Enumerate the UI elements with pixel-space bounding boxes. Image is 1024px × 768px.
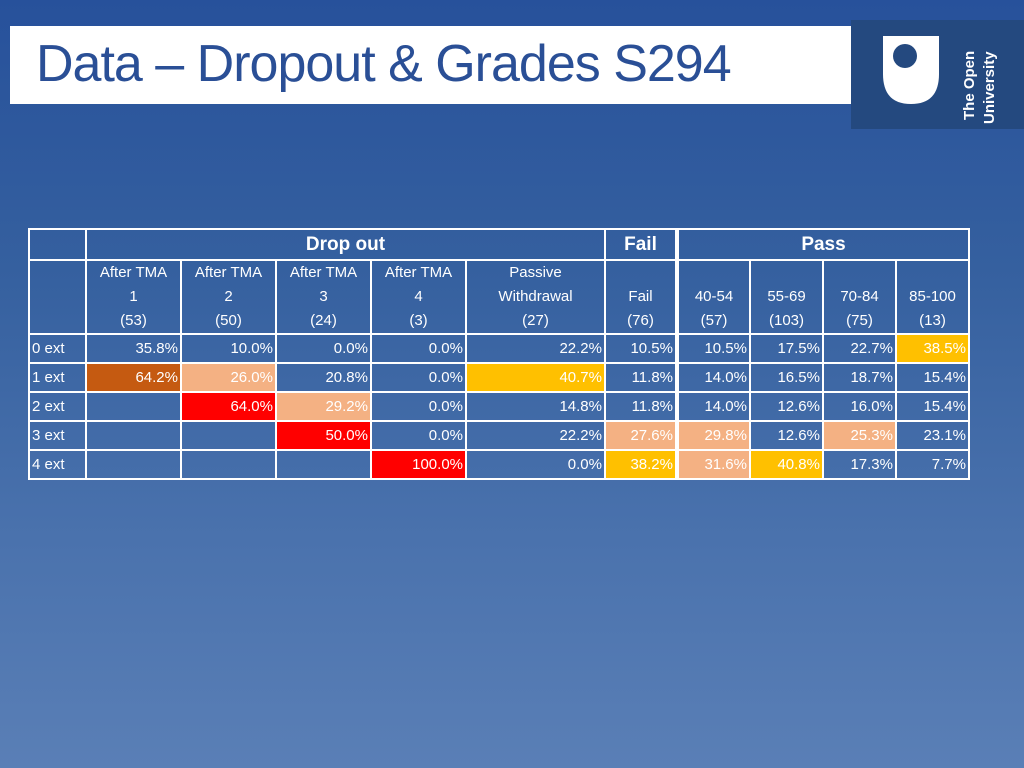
table-cell-highlighted: 29.8% xyxy=(675,420,751,451)
row-label: 1 ext xyxy=(28,362,87,393)
table-cell-highlighted: 100.0% xyxy=(370,449,467,480)
table-cell: 16.5% xyxy=(749,362,824,393)
table-cell xyxy=(180,449,277,480)
col-header-70-84: 70-84 (75) xyxy=(822,259,897,335)
table-row: 4 ext 100.0% 0.0% 38.2% 31.6% 40.8% 17.3… xyxy=(28,449,970,480)
col-header-passive-withdrawal: Passive Withdrawal (27) xyxy=(465,259,606,335)
table-cell: 11.8% xyxy=(604,391,678,422)
row-label-header xyxy=(28,259,87,335)
table-row: 1 ext 64.2% 26.0% 20.8% 0.0% 40.7% 11.8%… xyxy=(28,362,970,393)
university-shield-icon xyxy=(883,36,939,104)
table-cell: 23.1% xyxy=(895,420,970,451)
table-cell: 17.3% xyxy=(822,449,897,480)
table-cell-highlighted: 50.0% xyxy=(275,420,372,451)
title-box: Data – Dropout & Grades S294 xyxy=(10,26,862,104)
table-cell: 12.6% xyxy=(749,391,824,422)
table-cell: 11.8% xyxy=(604,362,678,393)
table-cell-highlighted: 25.3% xyxy=(822,420,897,451)
col-header-40-54: 40-54 (57) xyxy=(675,259,751,335)
column-header-row: After TMA 1 (53) After TMA 2 (50) After TMA 3… xyxy=(28,259,970,335)
table-cell: 12.6% xyxy=(749,420,824,451)
table-cell-highlighted: 31.6% xyxy=(675,449,751,480)
table-cell: 14.0% xyxy=(675,391,751,422)
table-cell-highlighted: 64.2% xyxy=(85,362,182,393)
open-university-logo: The Open University xyxy=(851,20,1024,129)
group-fail-header: Fail xyxy=(604,228,678,261)
table-cell: 14.0% xyxy=(675,362,751,393)
group-dropout-header: Drop out xyxy=(85,228,606,261)
table-cell xyxy=(85,391,182,422)
table-cell-highlighted: 26.0% xyxy=(180,362,277,393)
table-row: 0 ext 35.8% 10.0% 0.0% 0.0% 22.2% 10.5% … xyxy=(28,333,970,364)
table-cell-highlighted: 38.2% xyxy=(604,449,678,480)
logo-wordmark: The Open University xyxy=(955,26,1015,124)
table-row: 3 ext 50.0% 0.0% 22.2% 27.6% 29.8% 12.6%… xyxy=(28,420,970,451)
row-label: 0 ext xyxy=(28,333,87,364)
table-cell-highlighted: 64.0% xyxy=(180,391,277,422)
col-header-after-tma-3: After TMA 3 (24) xyxy=(275,259,372,335)
table-cell: 10.5% xyxy=(604,333,678,364)
row-label: 2 ext xyxy=(28,391,87,422)
table-cell: 0.0% xyxy=(370,391,467,422)
table-cell: 22.2% xyxy=(465,333,606,364)
table-cell: 0.0% xyxy=(275,333,372,364)
table-cell xyxy=(180,420,277,451)
table-cell xyxy=(85,420,182,451)
col-header-after-tma-1: After TMA 1 (53) xyxy=(85,259,182,335)
table-cell: 10.0% xyxy=(180,333,277,364)
table-cell: 0.0% xyxy=(370,362,467,393)
col-header-fail: Fail (76) xyxy=(604,259,678,335)
table-cell: 7.7% xyxy=(895,449,970,480)
table-cell-highlighted: 40.8% xyxy=(749,449,824,480)
corner-cell xyxy=(28,228,87,261)
slide-title: Data – Dropout & Grades S294 xyxy=(36,35,732,93)
table-cell: 0.0% xyxy=(370,333,467,364)
row-label: 3 ext xyxy=(28,420,87,451)
table-cell: 22.7% xyxy=(822,333,897,364)
table-cell-highlighted: 40.7% xyxy=(465,362,606,393)
dropout-grades-table: Drop out Fail Pass After TMA 1 (53) After … xyxy=(28,228,970,480)
logo-line-1: The Open xyxy=(961,50,978,120)
table-cell: 18.7% xyxy=(822,362,897,393)
table-cell: 17.5% xyxy=(749,333,824,364)
table-cell: 16.0% xyxy=(822,391,897,422)
table-cell: 35.8% xyxy=(85,333,182,364)
table-cell: 15.4% xyxy=(895,391,970,422)
col-header-after-tma-2: After TMA 2 (50) xyxy=(180,259,277,335)
table-cell: 22.2% xyxy=(465,420,606,451)
table-cell-highlighted: 27.6% xyxy=(604,420,678,451)
logo-line-2: University xyxy=(981,51,998,124)
table-cell: 14.8% xyxy=(465,391,606,422)
table-cell: 10.5% xyxy=(675,333,751,364)
table-cell xyxy=(275,449,372,480)
table-cell: 0.0% xyxy=(370,420,467,451)
table-cell-highlighted: 29.2% xyxy=(275,391,372,422)
group-pass-header: Pass xyxy=(675,228,970,261)
col-header-85-100: 85-100 (13) xyxy=(895,259,970,335)
group-header-row: Drop out Fail Pass xyxy=(28,228,970,261)
table-cell xyxy=(85,449,182,480)
table-cell: 0.0% xyxy=(465,449,606,480)
table-cell: 20.8% xyxy=(275,362,372,393)
table-cell-highlighted: 38.5% xyxy=(895,333,970,364)
row-label: 4 ext xyxy=(28,449,87,480)
col-header-after-tma-4: After TMA 4 (3) xyxy=(370,259,467,335)
table-cell: 15.4% xyxy=(895,362,970,393)
col-header-55-69: 55-69 (103) xyxy=(749,259,824,335)
table-row: 2 ext 64.0% 29.2% 0.0% 14.8% 11.8% 14.0%… xyxy=(28,391,970,422)
